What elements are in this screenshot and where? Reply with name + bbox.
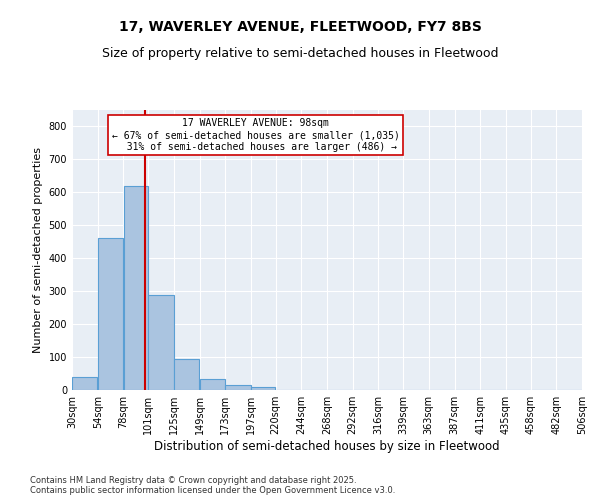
Bar bbox=[200, 379, 225, 390]
Bar bbox=[148, 295, 173, 390]
Y-axis label: Number of semi-detached properties: Number of semi-detached properties bbox=[33, 147, 43, 353]
Text: 17 WAVERLEY AVENUE: 98sqm
← 67% of semi-detached houses are smaller (1,035)
  31: 17 WAVERLEY AVENUE: 98sqm ← 67% of semi-… bbox=[112, 118, 400, 152]
Bar bbox=[72, 378, 97, 390]
Text: Contains HM Land Registry data © Crown copyright and database right 2025.
Contai: Contains HM Land Registry data © Crown c… bbox=[30, 476, 395, 495]
X-axis label: Distribution of semi-detached houses by size in Fleetwood: Distribution of semi-detached houses by … bbox=[154, 440, 500, 453]
Bar bbox=[226, 384, 251, 390]
Bar bbox=[251, 386, 275, 390]
Text: 17, WAVERLEY AVENUE, FLEETWOOD, FY7 8BS: 17, WAVERLEY AVENUE, FLEETWOOD, FY7 8BS bbox=[119, 20, 481, 34]
Bar bbox=[98, 238, 123, 390]
Text: Size of property relative to semi-detached houses in Fleetwood: Size of property relative to semi-detach… bbox=[102, 48, 498, 60]
Bar bbox=[124, 186, 148, 390]
Bar bbox=[174, 360, 199, 390]
